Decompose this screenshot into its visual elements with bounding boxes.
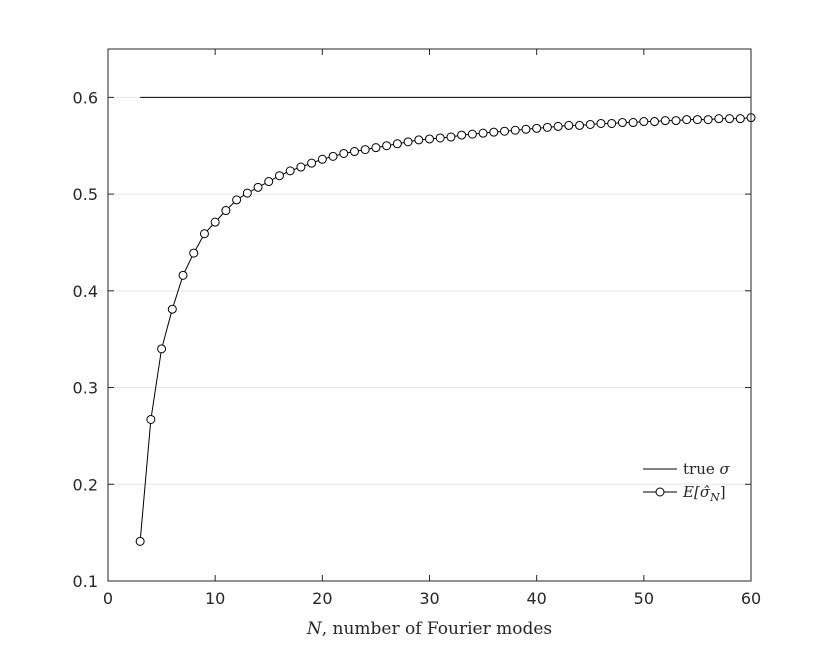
legend-sigma-hat: σ̂ [700,483,711,501]
data-point-expected-sigma [199,229,209,239]
data-point-expected-sigma [617,118,627,128]
y-tick-label: 0.1 [73,572,98,591]
legend-subscript-n: N [709,491,720,504]
data-point-expected-sigma [307,158,317,168]
data-point-expected-sigma [360,145,370,155]
data-point-expected-sigma [157,344,167,354]
data-point-expected-sigma [596,118,606,128]
x-axis-label-rest: , number of Fourier modes [322,619,552,639]
data-point-expected-sigma [575,120,585,130]
legend-label-true-sigma: true σ [683,460,731,478]
data-point-expected-sigma [682,115,692,125]
data-point-expected-sigma [425,134,434,144]
data-point-expected-sigma [382,141,392,151]
data-point-expected-sigma [650,117,660,127]
legend: true σ E[σ̂N] [643,460,731,504]
data-point-expected-sigma [735,114,745,124]
data-point-expected-sigma [371,143,381,153]
x-tick-label: 30 [419,589,439,608]
data-point-expected-sigma [671,116,681,126]
y-tick-label: 0.4 [73,282,98,301]
data-point-expected-sigma [285,166,295,176]
data-point-expected-sigma [478,128,488,138]
data-point-expected-sigma [317,154,327,164]
data-point-expected-sigma [296,162,306,172]
data-point-expected-sigma [328,151,338,161]
data-point-expected-sigma [349,147,359,157]
data-point-expected-sigma [264,177,274,187]
data-point-expected-sigma [414,135,424,145]
legend-true-text: true [683,460,720,478]
data-point-expected-sigma [232,195,242,205]
y-ticks: 0.1 0.2 0.3 0.4 0.5 0.6 [73,88,751,591]
plot-frame [107,48,752,582]
data-point-expected-sigma [725,114,735,124]
data-point-expected-sigma [564,120,574,130]
data-point-expected-sigma [703,115,713,125]
data-point-expected-sigma [585,119,595,129]
data-point-expected-sigma [714,114,724,124]
data-point-expected-sigma [274,171,284,181]
x-tick-label: 20 [312,589,332,608]
data-point-expected-sigma [489,127,499,137]
legend-label-expected-sigma: E[σ̂N] [682,483,726,504]
data-point-expected-sigma [510,125,520,135]
data-point-expected-sigma [178,270,188,280]
data-point-expected-sigma [210,217,220,227]
data-point-expected-sigma [607,118,617,128]
x-tick-label: 40 [526,589,546,608]
data-point-expected-sigma [553,121,563,131]
y-tick-label: 0.3 [73,379,98,398]
x-tick-label: 10 [205,589,225,608]
legend-sigma-symbol: σ [720,460,731,478]
legend-e-open: E[ [682,483,700,501]
data-point-expected-sigma [521,124,531,134]
legend-marker-expected-sigma [655,487,665,497]
x-tick-label: 0 [103,589,113,608]
x-axis-label: N, number of Fourier modes [306,619,552,639]
x-tick-label: 50 [634,589,654,608]
series-expected-sigma-hat [135,113,756,546]
data-point-expected-sigma [403,137,413,147]
data-point-expected-sigma [146,414,156,424]
data-point-expected-sigma [660,116,670,126]
data-point-expected-sigma [692,115,702,125]
legend-close-bracket: ] [720,483,726,501]
x-ticks: 0 10 20 30 40 50 60 [103,49,761,608]
y-tick-label: 0.5 [73,185,98,204]
data-point-expected-sigma [467,129,477,139]
data-point-expected-sigma [532,123,542,133]
data-point-expected-sigma [435,133,445,143]
data-point-expected-sigma [639,117,649,127]
data-point-expected-sigma [253,182,263,192]
data-point-expected-sigma [339,148,349,158]
data-point-expected-sigma [542,122,552,132]
data-point-expected-sigma [167,304,177,314]
data-point-expected-sigma [628,118,638,128]
x-tick-label: 60 [741,589,761,608]
x-axis-label-var: N [306,619,323,639]
data-point-expected-sigma [242,188,252,198]
data-point-expected-sigma [457,130,467,140]
series-line-expected-sigma [139,117,752,542]
data-point-expected-sigma [446,132,456,142]
data-point-expected-sigma [500,126,510,136]
y-tick-label: 0.6 [73,88,98,107]
data-point-expected-sigma [135,536,145,546]
y-tick-label: 0.2 [73,475,98,494]
data-point-expected-sigma [189,248,199,258]
grid-lines [108,96,751,485]
data-point-expected-sigma [221,206,231,216]
data-point-expected-sigma [392,139,402,149]
